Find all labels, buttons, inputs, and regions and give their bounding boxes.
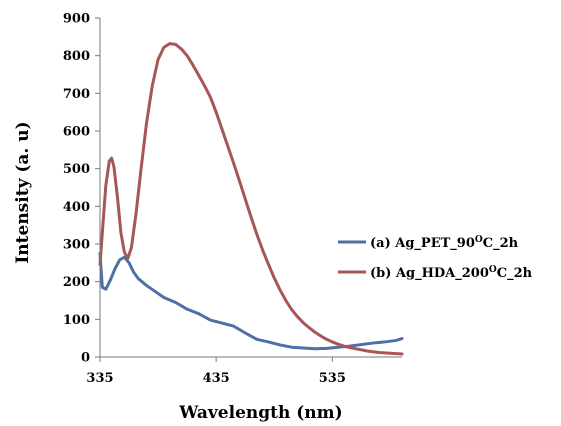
- x-tick-label: 535: [319, 371, 346, 386]
- y-tick-label: 100: [63, 313, 90, 328]
- series-layer: [98, 42, 404, 356]
- y-tick-label: 800: [63, 49, 90, 64]
- y-axis-label: Intensity (a. u): [13, 121, 33, 263]
- y-tick-label: 600: [63, 125, 90, 140]
- y-tick-label: 500: [63, 162, 90, 177]
- ticks-layer: 0 100 200 300 400 500 600 700 800 900 335 435 535: [63, 12, 346, 387]
- y-tick-label: 200: [63, 275, 90, 290]
- series-line-a: [98, 251, 404, 351]
- y-tick-label: 700: [63, 87, 90, 102]
- y-tick-label: 300: [63, 238, 90, 253]
- axis-layer: [99, 18, 402, 358]
- y-tick-label: 400: [63, 200, 90, 215]
- legend-label-b: (b) Ag_HDA_200OC_2h: [370, 265, 533, 281]
- y-tick-label: 0: [81, 351, 90, 366]
- legend: (a) Ag_PET_90OC_2h (b) Ag_HDA_200OC_2h: [338, 235, 533, 281]
- legend-label-a: (a) Ag_PET_90OC_2h: [370, 235, 519, 251]
- x-tick-label: 335: [86, 371, 113, 386]
- y-tick-label: 900: [63, 12, 90, 27]
- x-axis-label: Wavelength (nm): [178, 403, 342, 423]
- x-tick-label: 435: [203, 371, 230, 386]
- series-line-b: [98, 42, 404, 356]
